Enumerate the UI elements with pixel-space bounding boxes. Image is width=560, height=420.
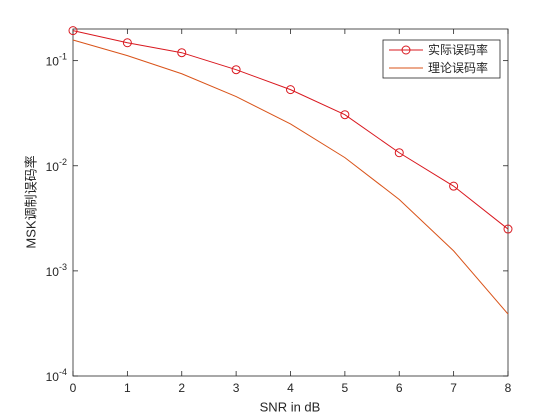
point-marker [449, 181, 459, 191]
legend-label: 实际误码率 [428, 42, 488, 57]
x-tick-label: 6 [396, 381, 403, 395]
point-marker [177, 48, 187, 58]
y-tick-label: 10-3 [46, 262, 67, 279]
point-marker [394, 148, 404, 158]
plot-area [72, 28, 509, 377]
x-tick-label: 5 [342, 381, 349, 395]
series-line [72, 30, 509, 230]
y-tick-label: 10-2 [46, 157, 67, 174]
legend-label: 理论误码率 [428, 60, 488, 75]
point-marker [122, 38, 132, 48]
y-axis-label: MSK调制误码率 [23, 155, 38, 248]
y-tick-label: 10-1 [46, 52, 67, 69]
legend-box [382, 39, 501, 79]
x-tick-label: 3 [233, 381, 240, 395]
legend-marker [401, 45, 411, 55]
x-tick-label: 2 [178, 381, 185, 395]
point-marker [231, 65, 241, 75]
point-marker [340, 110, 350, 120]
series-line [72, 39, 509, 315]
x-tick-label: 7 [450, 381, 457, 395]
point-marker [503, 224, 513, 234]
x-tick-label: 0 [70, 381, 77, 395]
y-tick-label: 10-4 [46, 367, 67, 384]
point-marker [286, 85, 295, 95]
x-axis-label: SNR in dB [260, 399, 321, 414]
x-tick-label: 1 [124, 381, 131, 395]
x-tick-label: 4 [287, 381, 294, 395]
point-marker [68, 26, 78, 36]
x-tick-label: 8 [505, 381, 512, 395]
